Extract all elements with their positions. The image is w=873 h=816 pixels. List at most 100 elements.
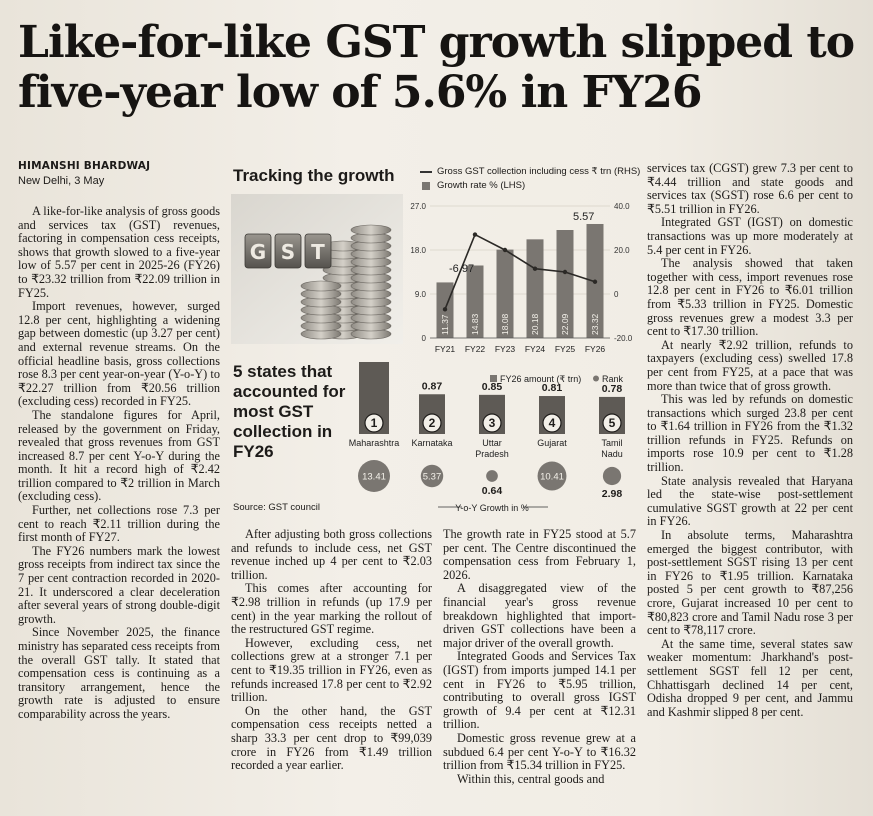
gst-letter: S — [281, 240, 295, 264]
paragraph: State analysis revealed that Haryana led… — [647, 473, 853, 529]
paragraph: Integrated GST (IGST) on domestic transa… — [647, 215, 853, 257]
category-label: FY23 — [495, 344, 516, 354]
legend-line-swatch — [420, 170, 432, 173]
rank-badge — [482, 413, 502, 433]
paragraph: On the other hand, the GST compensation … — [231, 703, 432, 773]
growth-bubble — [537, 461, 567, 491]
line-point — [562, 269, 568, 275]
rank-number: 1 — [371, 416, 378, 430]
rank-badge — [542, 413, 562, 433]
growth-bubble — [486, 470, 498, 482]
paragraph: This comes after accounting for ₹2.98 tr… — [231, 581, 432, 637]
right-tick-label: 0 — [614, 290, 619, 299]
state-amount-label: 0.81 — [542, 382, 563, 394]
paragraph: A like-for-like analysis of gross goods … — [18, 204, 220, 300]
legend-bar-swatch — [422, 181, 430, 190]
left-tick-label: 9.0 — [415, 290, 427, 299]
right-tick-label: 40.0 — [614, 202, 630, 211]
bar — [466, 265, 484, 338]
state-name: Pradesh — [475, 449, 509, 459]
paragraph: The growth rate in FY25 stood at 5.7 per… — [443, 527, 636, 582]
paragraph: Since November 2025, the finance ministr… — [18, 625, 220, 721]
right-tick-label: 20.0 — [614, 246, 630, 255]
category-label: FY21 — [435, 344, 456, 354]
chart-title-states: 5 states that accounted for most GST col… — [233, 362, 346, 461]
paragraph: Integrated Goods and Services Tax (IGST)… — [443, 649, 636, 732]
state-amount-label: 0.87 — [422, 380, 443, 392]
paragraph: services tax (CGST) grew 7.3 per cent to… — [647, 161, 853, 216]
paragraph: The analysis showed that taken together … — [647, 256, 853, 339]
article-column-1: A like-for-like analysis of gross goods … — [18, 204, 220, 805]
legend-item-line: Gross GST collection including cess ₹ tr… — [420, 166, 640, 177]
bar-value-label: 20.18 — [530, 313, 540, 335]
state-name: Karnataka — [411, 438, 452, 448]
letter-block — [304, 233, 332, 269]
byline: HIMANSHI BHARDWAJ — [18, 160, 151, 172]
line-point — [502, 247, 508, 253]
left-tick-label: 0 — [422, 334, 427, 343]
growth-label: 10.41 — [540, 472, 564, 483]
left-tick-label: 27.0 — [410, 202, 426, 211]
growth-bubble — [420, 464, 444, 488]
line-value-label: 5.57 — [573, 211, 594, 223]
source-note: Source: GST council — [233, 502, 320, 513]
paragraph: In absolute terms, Maharashtra emerged t… — [647, 528, 853, 638]
legend-label: Growth rate % (LHS) — [437, 180, 526, 191]
line-value-label: -6.97 — [449, 263, 474, 275]
gst-letter: T — [311, 240, 325, 264]
bar-value-label: 14.83 — [470, 313, 480, 335]
legend-amount-swatch — [490, 375, 497, 382]
bar-value-label: 18.08 — [500, 313, 510, 335]
bar-value-label: 23.32 — [590, 313, 600, 335]
article-column-4: services tax (CGST) grew 7.3 per cent to… — [647, 161, 853, 802]
paragraph: Further, net collections rose 7.3 per ce… — [18, 503, 220, 545]
paragraph: Import revenues, however, surged 12.8 pe… — [18, 299, 220, 409]
state-amount-label: 0.78 — [602, 383, 623, 395]
rank-badge — [602, 413, 622, 433]
category-label: FY25 — [555, 344, 576, 354]
line-point — [442, 307, 448, 312]
line-point — [532, 266, 538, 271]
bar — [556, 230, 574, 338]
paragraph: The standalone figures for April, releas… — [18, 407, 220, 504]
line-point — [592, 279, 598, 284]
paragraph: The FY26 numbers mark the lowest gross r… — [18, 543, 220, 626]
growth-label: 5.37 — [423, 472, 442, 483]
letter-block — [244, 233, 272, 269]
bar — [526, 239, 544, 338]
legend-label: FY26 amount (₹ trn) — [500, 374, 581, 384]
category-label: FY26 — [585, 344, 606, 354]
bar-value-label: 22.09 — [560, 313, 570, 335]
state-name: Tamil — [601, 438, 622, 448]
legend-rank-swatch — [593, 375, 599, 382]
growth-axis-label: Y-o-Y Growth in % — [455, 503, 529, 513]
bar-value-label: 11.37 — [440, 314, 450, 335]
state-name: Gujarat — [537, 438, 567, 448]
growth-bubble — [602, 466, 622, 486]
rank-badge — [364, 413, 384, 433]
rank-number: 2 — [429, 416, 436, 430]
coin-icon — [350, 224, 392, 236]
rank-number: 4 — [549, 416, 556, 430]
paragraph: At the same time, several states saw wea… — [647, 636, 853, 719]
category-label: FY24 — [525, 344, 546, 354]
article-column-3: The growth rate in FY25 stood at 5.7 per… — [443, 527, 636, 798]
rank-badge — [422, 413, 442, 433]
state-name: Uttar — [482, 438, 502, 448]
legend-label: Rank — [602, 374, 624, 384]
paragraph: Domestic gross revenue grew at a subdued… — [443, 730, 636, 773]
paragraph: However, excluding cess, net collections… — [231, 635, 432, 705]
chart-title-tracking: Tracking the growth — [233, 166, 395, 185]
growth-chart: 0 9.0 18.0 27.0 -20.0 0 20.0 40.0 11.37 FY21 14.83… — [410, 202, 632, 354]
letter-block — [274, 233, 302, 269]
state-amount-label: 0.85 — [482, 381, 503, 393]
growth-label: 13.41 — [362, 472, 386, 483]
legend-label: Gross GST collection including cess ₹ tr… — [437, 166, 641, 177]
paragraph: At nearly ₹2.92 trillion, refunds to tax… — [647, 337, 853, 393]
coin-icon — [300, 280, 342, 292]
paragraph: After adjusting both gross collections a… — [231, 527, 432, 582]
growth-line — [444, 233, 596, 310]
states-chart: FY26 amount (₹ trn) Rank 1.96 1 Maharashtra 1… — [349, 358, 625, 513]
